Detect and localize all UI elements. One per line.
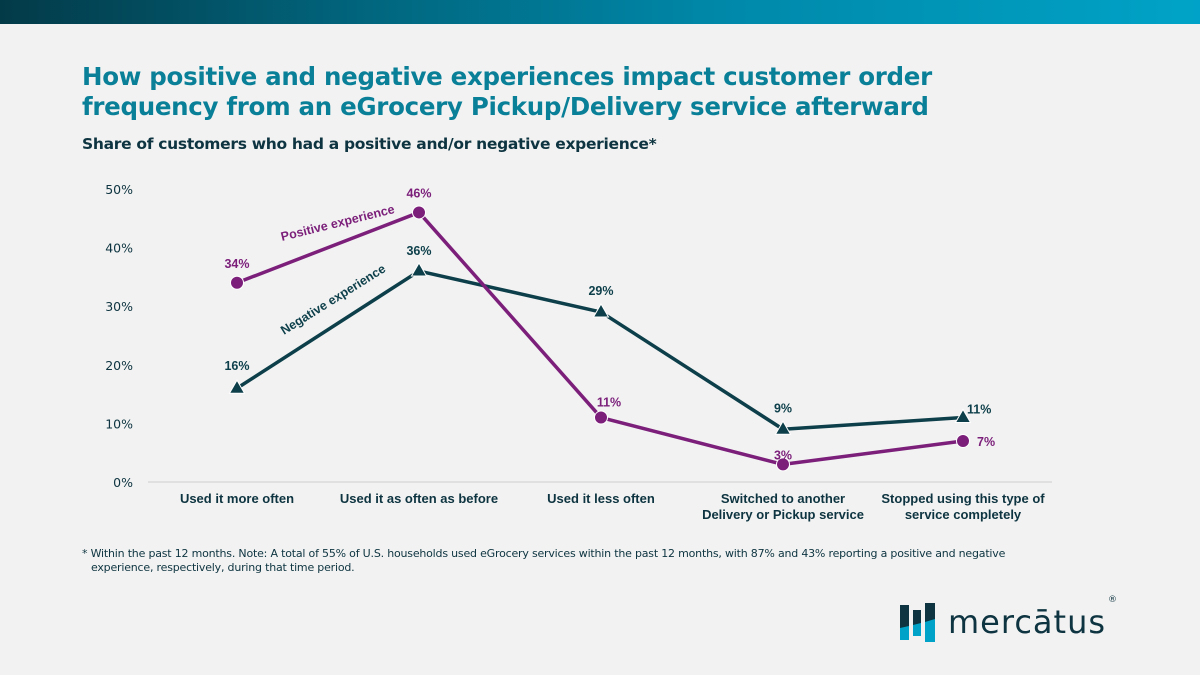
logo-text: mercātus [948,603,1107,641]
negative-data-label: 36% [406,244,431,258]
negative-triangle-marker [410,262,428,277]
top-banner [0,0,1200,24]
logo-wordmark: mercātus® [948,595,1118,641]
positive-data-label: 11% [597,396,621,410]
x-tick-label: Used it as often as before [340,491,498,506]
positive-data-label: 3% [774,448,792,462]
positive-circle-marker [230,275,244,290]
y-tick-label: 30% [105,299,133,314]
positive-data-label: 34% [224,257,249,271]
bar-chart-logo-icon [900,603,935,642]
x-tick-label: Switched to another [721,491,845,506]
y-tick-label: 40% [105,241,133,256]
x-tick-label: Used it less often [547,491,655,506]
footnote-line-2: experience, respectively, during that ti… [91,561,355,574]
negative-triangle-marker [954,408,972,424]
positive-circle-marker [776,457,790,472]
negative-triangle-marker [228,379,246,394]
x-tick-label: Delivery or Pickup service [702,507,864,522]
y-tick-label: 20% [105,358,133,373]
negative-data-label: 29% [588,284,613,298]
mercatus-logo: mercātus® [898,595,1118,644]
y-tick-label: 50% [105,182,133,197]
positive-circle-marker [412,205,426,220]
registered-mark: ® [1108,595,1119,605]
negative-data-label: 9% [774,401,792,415]
x-tick-label: Used it more often [180,491,294,506]
negative-triangle-marker [774,420,792,435]
positive-circle-marker [594,410,608,425]
negative-data-label: 16% [224,359,249,373]
y-tick-label: 10% [105,416,133,431]
series-layer [228,205,972,472]
negative-triangle-marker [592,303,610,318]
positive-data-label: 46% [406,186,431,200]
legend-positive-experience: Positive experience [279,202,396,244]
positive-data-label: 7% [977,435,995,449]
x-tick-label: service completely [905,507,1022,522]
footnote-line-1: * Within the past 12 months. Note: A tot… [82,547,1006,560]
y-tick-label: 0% [113,475,133,490]
negative-data-label: 11% [967,403,991,417]
footnote: * Within the past 12 months. Note: A tot… [82,547,1062,575]
positive-series-line [236,210,964,467]
positive-circle-marker [956,433,970,448]
page-title: How positive and negative experiences im… [82,62,1082,122]
chart-subtitle: Share of customers who had a positive an… [82,135,657,153]
x-tick-label: Stopped using this type of [881,491,1045,506]
axis-layer: 0% 10% 20% 30% 40% 50% Used it more often Used … [105,182,1052,522]
title-line-2: frequency from an eGrocery Pickup/Delive… [82,92,929,121]
title-line-1: How positive and negative experiences im… [82,62,932,91]
